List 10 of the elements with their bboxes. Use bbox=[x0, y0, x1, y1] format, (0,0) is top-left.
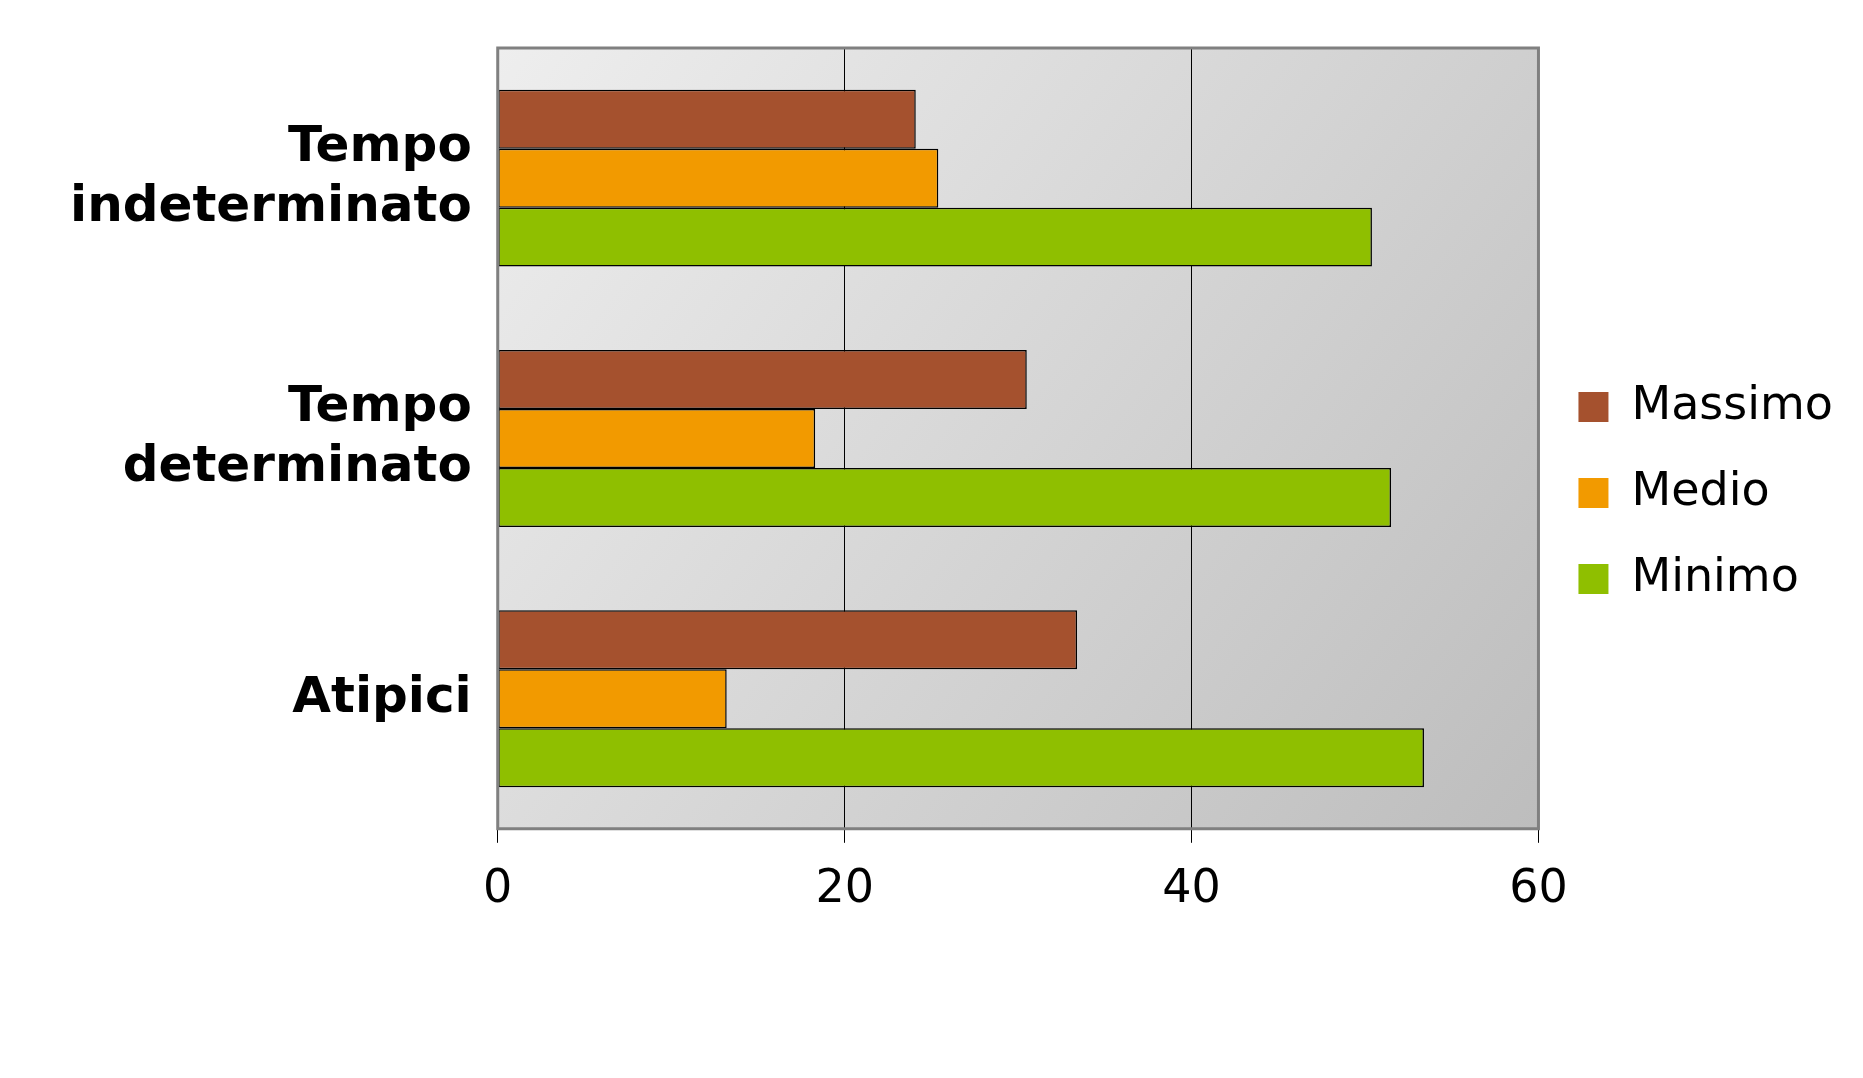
legend-label: Medio bbox=[1631, 461, 1770, 516]
x-tick-label: 0 bbox=[483, 859, 513, 914]
x-tick-label: 40 bbox=[1162, 859, 1221, 914]
y-tick-label: Tempo determinato bbox=[122, 375, 472, 494]
y-tick-label: Tempo indeterminato bbox=[70, 115, 472, 234]
legend-label: Minimo bbox=[1631, 547, 1799, 602]
x-tick-label: 60 bbox=[1509, 859, 1568, 914]
y-tick-label: Atipici bbox=[292, 665, 472, 724]
x-tick-label: 20 bbox=[815, 859, 874, 914]
legend-label: Massimo bbox=[1631, 375, 1833, 430]
